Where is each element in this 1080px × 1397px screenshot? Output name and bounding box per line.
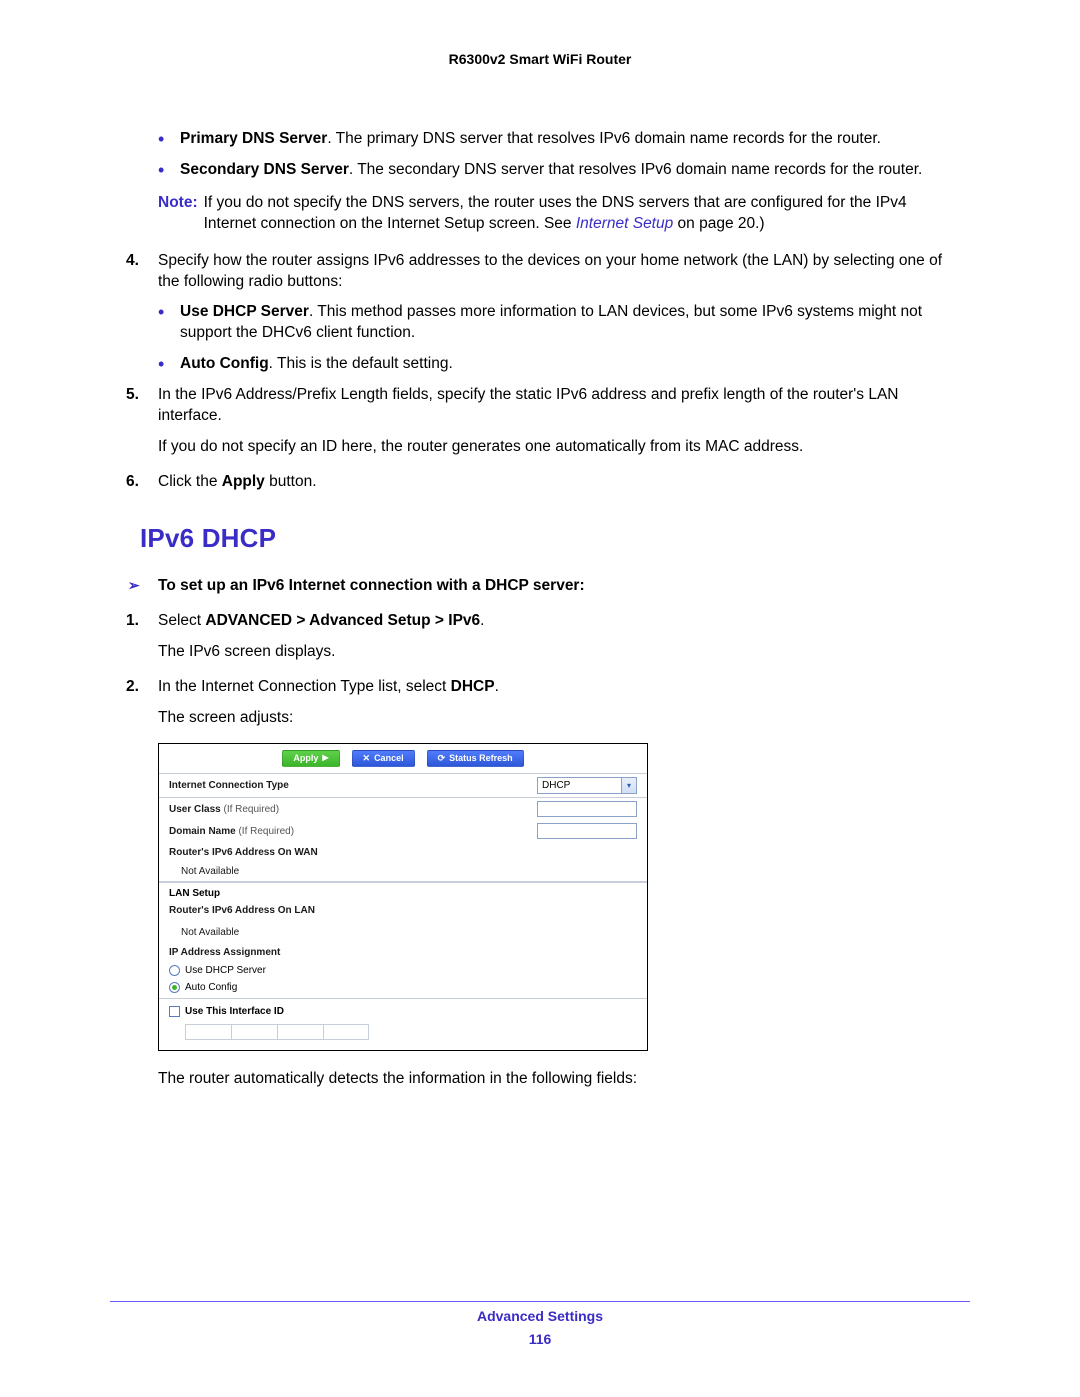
internet-setup-link[interactable]: Internet Setup (576, 215, 673, 232)
value-lan-address: Not Available (181, 926, 637, 939)
step-4: 4. Specify how the router assigns IPv6 a… (140, 251, 960, 293)
note-body: If you do not specify the DNS servers, t… (204, 193, 960, 235)
config-panel-wrap: Apply ▶ ✕Cancel ⟳Status Refresh Internet … (140, 743, 960, 1052)
row-wan-address-value: Not Available (159, 862, 647, 882)
panel-toolbar: Apply ▶ ✕Cancel ⟳Status Refresh (159, 744, 647, 775)
proc-step-2-after: The screen adjusts: (140, 708, 960, 729)
step-5-number: 5. (126, 385, 139, 406)
checkbox-use-interface-id[interactable]: Use This Interface ID (159, 999, 647, 1020)
step-6-bold: Apply (222, 473, 265, 490)
proc-step-2-bold: DHCP (451, 678, 495, 695)
row-wan-address: Router's IPv6 Address On WAN (159, 842, 647, 862)
bullet-use-dhcp-term: Use DHCP Server (180, 303, 309, 320)
interface-id-seg-4[interactable] (323, 1024, 369, 1040)
section-heading-ipv6-dhcp: IPv6 DHCP (140, 521, 960, 556)
step-6-number: 6. (126, 472, 139, 493)
footer-section: Advanced Settings (0, 1307, 1080, 1326)
document-title: R6300v2 Smart WiFi Router (110, 50, 970, 69)
note-label: Note: (158, 193, 198, 235)
proc-step-1-number: 1. (126, 611, 139, 632)
radio-icon (169, 982, 180, 993)
bullet-auto-config-text: . This is the default setting. (269, 355, 453, 372)
proc-step-1: 1. Select ADVANCED > Advanced Setup > IP… (140, 611, 960, 632)
label-user-class: User Class (If Required) (169, 803, 537, 816)
radio-icon (169, 965, 180, 976)
radio-use-dhcp[interactable]: Use DHCP Server (159, 962, 647, 979)
label-use-interface-id: Use This Interface ID (185, 1005, 284, 1018)
procedure-heading: To set up an IPv6 Internet connection wi… (140, 576, 960, 597)
step-4-text: Specify how the router assigns IPv6 addr… (158, 252, 942, 290)
proc-step-2-post: . (495, 678, 499, 695)
proc-step-2: 2. In the Internet Connection Type list,… (140, 677, 960, 698)
step-6-pre: Click the (158, 473, 222, 490)
page-number: 116 (0, 1330, 1080, 1349)
label-lan-setup: LAN Setup (159, 882, 647, 902)
bullet-primary-dns: Primary DNS Server. The primary DNS serv… (140, 129, 960, 150)
radio-auto-config-label: Auto Config (185, 981, 237, 994)
page-footer: Advanced Settings 116 (0, 1307, 1080, 1349)
note-text-post: on page 20.) (673, 215, 764, 232)
step-6: 6. Click the Apply button. (140, 472, 960, 493)
bullet-primary-dns-text: . The primary DNS server that resolves I… (327, 130, 881, 147)
proc-step-2-number: 2. (126, 677, 139, 698)
connection-type-dropdown[interactable]: DHCP ▾ (537, 777, 637, 794)
proc-step-2-pre: In the Internet Connection Type list, se… (158, 678, 451, 695)
bullet-use-dhcp: Use DHCP Server. This method passes more… (140, 302, 960, 344)
checkbox-icon (169, 1006, 180, 1017)
connection-type-value: DHCP (542, 779, 570, 792)
label-connection-type: Internet Connection Type (169, 779, 537, 792)
row-ip-assignment: IP Address Assignment (159, 942, 647, 962)
row-lan-address-value: Not Available (159, 922, 647, 942)
cancel-button[interactable]: ✕Cancel (352, 750, 415, 768)
radio-use-dhcp-label: Use DHCP Server (185, 964, 266, 977)
chevron-down-icon: ▾ (621, 778, 636, 793)
step-5-text: In the IPv6 Address/Prefix Length fields… (158, 386, 898, 424)
value-wan-address: Not Available (181, 865, 637, 878)
note: Note: If you do not specify the DNS serv… (140, 193, 960, 235)
domain-name-input[interactable] (537, 823, 637, 839)
bullet-auto-config: Auto Config. This is the default setting… (140, 354, 960, 375)
step-5-after: If you do not specify an ID here, the ro… (140, 437, 960, 458)
interface-id-inputs (159, 1020, 647, 1050)
bullet-primary-dns-term: Primary DNS Server (180, 130, 327, 147)
content: Primary DNS Server. The primary DNS serv… (110, 129, 970, 1090)
row-user-class: User Class (If Required) (159, 798, 647, 820)
play-icon: ▶ (322, 753, 328, 763)
bullet-secondary-dns: Secondary DNS Server. The secondary DNS … (140, 160, 960, 181)
proc-step-1-after: The IPv6 screen displays. (140, 642, 960, 663)
proc-step-1-pre: Select (158, 612, 205, 629)
label-lan-address: Router's IPv6 Address On LAN (169, 904, 637, 917)
proc-step-1-bold: ADVANCED > Advanced Setup > IPv6 (205, 612, 480, 629)
label-ip-assignment: IP Address Assignment (169, 946, 637, 959)
user-class-input[interactable] (537, 801, 637, 817)
status-refresh-button[interactable]: ⟳Status Refresh (427, 750, 524, 768)
bullet-secondary-dns-text: . The secondary DNS server that resolves… (349, 161, 922, 178)
radio-auto-config[interactable]: Auto Config (159, 979, 647, 999)
interface-id-seg-2[interactable] (231, 1024, 277, 1040)
proc-step-1-post: . (480, 612, 484, 629)
note-text-pre: If you do not specify the DNS servers, t… (204, 194, 907, 232)
bullet-secondary-dns-term: Secondary DNS Server (180, 161, 349, 178)
config-panel: Apply ▶ ✕Cancel ⟳Status Refresh Internet … (158, 743, 648, 1052)
step-6-post: button. (265, 473, 317, 490)
row-connection-type: Internet Connection Type DHCP ▾ (159, 774, 647, 798)
interface-id-seg-3[interactable] (277, 1024, 323, 1040)
refresh-icon: ⟳ (438, 753, 446, 765)
step-4-number: 4. (126, 251, 139, 272)
apply-button[interactable]: Apply ▶ (282, 750, 339, 768)
after-panel-text: The router automatically detects the inf… (140, 1069, 960, 1090)
page: R6300v2 Smart WiFi Router Primary DNS Se… (0, 0, 1080, 1397)
row-domain-name: Domain Name (If Required) (159, 820, 647, 842)
x-icon: ✕ (363, 753, 371, 765)
interface-id-seg-1[interactable] (185, 1024, 231, 1040)
footer-rule (110, 1301, 970, 1302)
bullet-auto-config-term: Auto Config (180, 355, 269, 372)
step-5: 5. In the IPv6 Address/Prefix Length fie… (140, 385, 960, 427)
cancel-button-label: Cancel (374, 753, 404, 765)
label-domain-name: Domain Name (If Required) (169, 825, 537, 838)
apply-button-label: Apply (293, 753, 318, 765)
label-wan-address: Router's IPv6 Address On WAN (169, 846, 637, 859)
status-refresh-label: Status Refresh (449, 753, 513, 765)
row-lan-address: Router's IPv6 Address On LAN (159, 902, 647, 922)
